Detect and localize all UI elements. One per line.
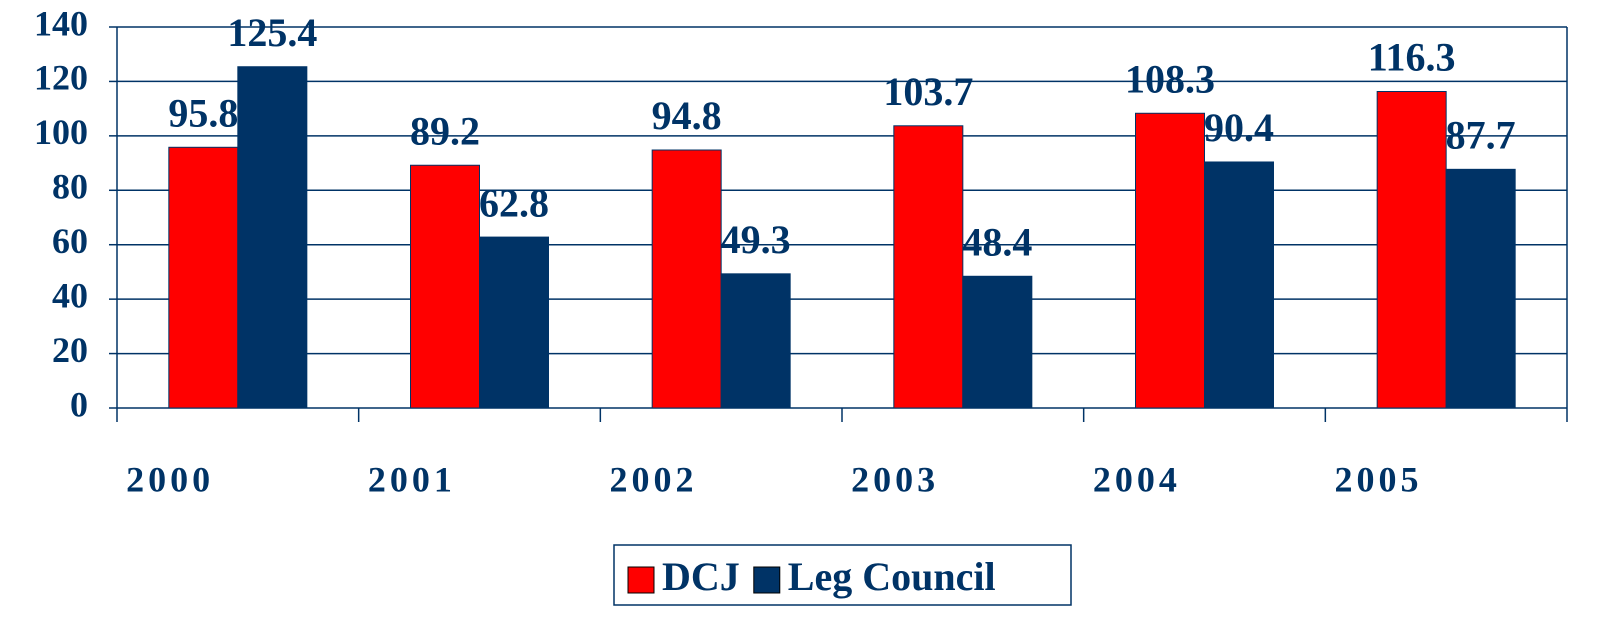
bar — [651, 149, 722, 409]
legend-label: DCJ — [662, 554, 740, 599]
data-label: 103.7 — [883, 69, 973, 114]
legend-box — [613, 544, 1072, 606]
bar — [168, 146, 239, 409]
bar — [410, 164, 480, 409]
legend-swatch — [627, 566, 655, 594]
data-label: 94.8 — [652, 93, 722, 138]
bar — [893, 125, 964, 409]
data-label: 108.3 — [1125, 56, 1215, 101]
x-tick-label: 2005 — [1335, 459, 1423, 499]
y-tick-label: 100 — [34, 112, 88, 152]
data-label: 95.8 — [168, 90, 238, 135]
bar — [479, 236, 549, 409]
bar — [962, 275, 1033, 409]
y-tick-label: 120 — [34, 58, 88, 98]
bar — [1135, 112, 1205, 409]
bar — [720, 273, 791, 409]
data-label: 90.4 — [1204, 105, 1274, 150]
x-tick-label: 2002 — [610, 459, 698, 499]
x-tick-label: 2004 — [1093, 459, 1181, 499]
legend-swatch — [753, 566, 781, 594]
bar — [1376, 90, 1447, 409]
x-tick-label: 2003 — [851, 459, 939, 499]
y-tick-label: 0 — [70, 384, 88, 424]
legend-label: Leg Council — [788, 554, 996, 599]
data-label: 125.4 — [227, 10, 317, 55]
y-tick-label: 80 — [52, 167, 88, 207]
y-tick-label: 40 — [52, 275, 88, 315]
y-tick-label: 20 — [52, 330, 88, 370]
bar — [1204, 161, 1274, 409]
y-tick-label: 140 — [34, 3, 88, 43]
bar — [237, 66, 308, 409]
data-label: 89.2 — [410, 108, 480, 153]
bar — [1445, 168, 1516, 409]
x-tick-label: 2001 — [368, 459, 456, 499]
data-label: 116.3 — [1368, 35, 1456, 80]
data-label: 48.4 — [962, 219, 1032, 264]
x-tick-label: 2000 — [126, 459, 214, 499]
data-label: 62.8 — [479, 180, 549, 225]
data-label: 87.7 — [1446, 113, 1516, 158]
data-label: 49.3 — [721, 217, 791, 262]
y-tick-label: 60 — [52, 221, 88, 261]
